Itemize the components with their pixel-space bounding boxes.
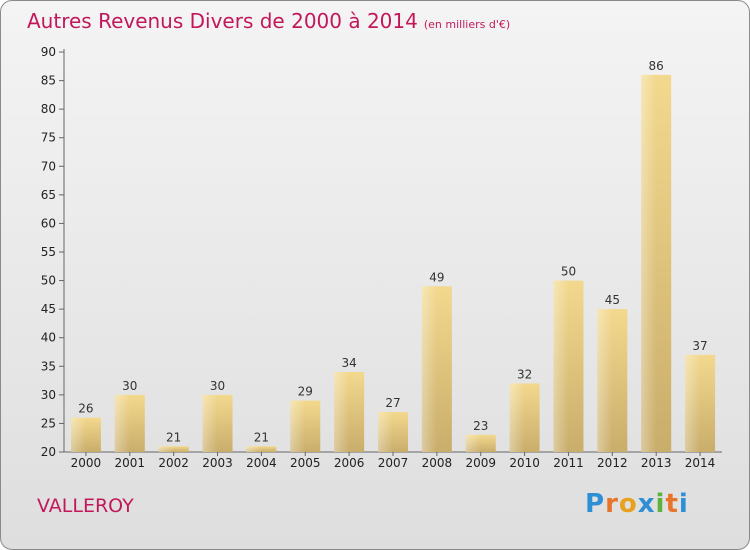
logo-letter: P: [585, 489, 606, 519]
bar-highlight: [641, 74, 657, 452]
y-tick-label: 40: [41, 331, 56, 345]
x-tick-label: 2012: [597, 456, 628, 470]
x-tick-label: 2008: [422, 456, 453, 470]
bar-value-label: 32: [517, 367, 532, 381]
logo-letter: x: [637, 489, 656, 519]
chart-subtitle: (en milliers d'€): [423, 18, 511, 31]
bar-value-label: 45: [605, 293, 620, 307]
place-name: VALLEROY: [37, 495, 134, 517]
x-tick-label: 2007: [378, 456, 409, 470]
y-tick-label: 80: [41, 102, 56, 116]
x-tick-label: 2005: [290, 456, 321, 470]
bar-highlight: [553, 280, 569, 452]
x-tick-label: 2011: [553, 456, 584, 470]
y-tick-label: 25: [41, 416, 56, 430]
x-tick-label: 2010: [509, 456, 540, 470]
bar-highlight: [465, 434, 481, 452]
bar-highlight: [421, 286, 437, 452]
bar-value-label: 27: [385, 396, 400, 410]
x-tick-label: 2014: [685, 456, 716, 470]
bar-highlight: [509, 383, 525, 452]
x-tick-label: 2003: [202, 456, 233, 470]
bar-value-label: 30: [210, 379, 225, 393]
logo-letter: i: [655, 489, 666, 519]
x-tick-label: 2000: [71, 456, 102, 470]
proxiti-logo: Proxiti: [585, 489, 689, 519]
bar-value-label: 21: [166, 430, 181, 444]
chart-title: Autres Revenus Divers de 2000 à 2014 (en …: [27, 9, 510, 33]
bar-highlight: [158, 446, 174, 452]
x-tick-label: 2009: [465, 456, 496, 470]
logo-letter: i: [678, 489, 689, 519]
y-tick-label: 30: [41, 388, 56, 402]
y-tick-label: 55: [41, 245, 56, 259]
y-tick-label: 90: [41, 45, 56, 59]
y-tick-label: 65: [41, 188, 56, 202]
y-tick-label: 70: [41, 159, 56, 173]
bar-value-label: 21: [254, 430, 269, 444]
x-tick-label: 2004: [246, 456, 277, 470]
bar-highlight: [202, 394, 218, 452]
y-tick-label: 75: [41, 131, 56, 145]
y-tick-label: 50: [41, 274, 56, 288]
x-tick-label: 2002: [158, 456, 189, 470]
bar-highlight: [246, 446, 262, 452]
bar-highlight: [685, 354, 701, 452]
y-tick-label: 45: [41, 302, 56, 316]
logo-letter: o: [618, 489, 638, 519]
x-tick-label: 2001: [115, 456, 146, 470]
logo-letter: r: [605, 489, 619, 519]
y-tick-label: 20: [41, 445, 56, 459]
title-text: Autres Revenus Divers de 2000 à 2014: [27, 9, 418, 33]
bar-highlight: [114, 394, 130, 452]
y-tick-label: 85: [41, 74, 56, 88]
bar-value-label: 50: [561, 265, 576, 279]
logo-letter: t: [665, 489, 679, 519]
x-tick-label: 2013: [641, 456, 672, 470]
y-tick-label: 60: [41, 216, 56, 230]
bar-value-label: 26: [78, 402, 93, 416]
bar-value-label: 29: [298, 385, 313, 399]
bar-highlight: [334, 372, 350, 452]
bar-highlight: [378, 412, 393, 452]
bar-value-label: 49: [429, 270, 444, 284]
y-tick-label: 35: [41, 359, 56, 373]
bar-value-label: 86: [649, 59, 664, 73]
x-tick-label: 2006: [334, 456, 365, 470]
bar-value-label: 30: [122, 379, 137, 393]
bar-highlight: [597, 309, 613, 452]
bar-value-label: 37: [692, 339, 707, 353]
bar-highlight: [290, 400, 306, 452]
bar-highlight: [70, 417, 86, 452]
bar-value-label: 34: [341, 356, 356, 370]
bar-value-label: 23: [473, 419, 488, 433]
